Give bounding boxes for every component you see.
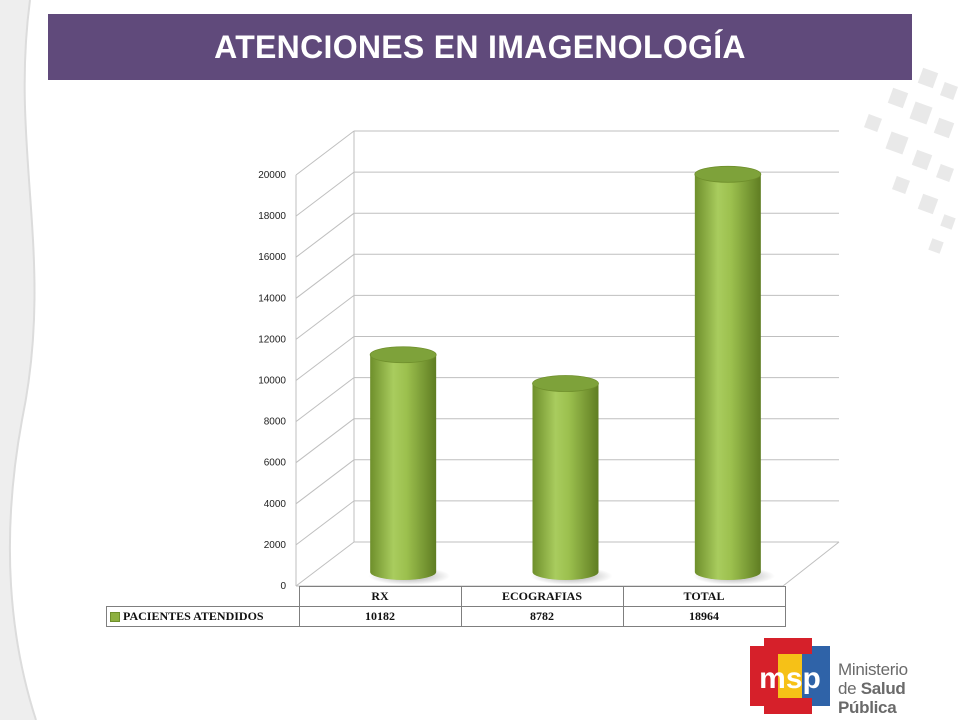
table-header-rx: RX (298, 586, 462, 607)
title-bar: ATENCIONES EN IMAGENOLOGÍA (48, 14, 912, 80)
table-corner (107, 587, 300, 607)
gridline-side (295, 253, 355, 299)
gridline-side (295, 418, 355, 464)
y-tick-label: 8000 (264, 417, 287, 428)
logo-line-2: de Salud Pública (838, 679, 950, 717)
table-value-rx: 10182 (298, 606, 462, 627)
table-row: PACIENTES ATENDIDOS 10182 8782 18964 (106, 606, 786, 627)
bar-body (694, 174, 761, 580)
slide-title: ATENCIONES EN IMAGENOLOGÍA (214, 28, 746, 65)
ministry-logo: msp Ministerio de Salud Pública (750, 638, 950, 717)
right-decorative-pattern (864, 67, 958, 254)
bar-rx (368, 346, 451, 585)
bar-ecografias (530, 375, 613, 585)
gridline-side (295, 541, 355, 587)
y-tick-label: 0 (280, 581, 286, 592)
logo-text: Ministerio de Salud Pública (838, 660, 950, 717)
bar-body (370, 354, 437, 580)
logo-line-1: Ministerio (838, 660, 908, 679)
gridline-side (295, 130, 355, 176)
bar-body (532, 383, 599, 580)
y-tick-label: 14000 (258, 293, 286, 304)
gridline-side (295, 212, 355, 258)
msp-logo-icon: msp (750, 638, 830, 714)
y-tick-label: 2000 (264, 540, 287, 551)
gridline-side (295, 336, 355, 381)
series-name: PACIENTES ATENDIDOS (123, 609, 264, 623)
left-decorative-curve (0, 0, 37, 720)
table-header-total: TOTAL (622, 586, 786, 607)
gridline-side (295, 295, 355, 340)
logo-line-2-prefix: de (838, 679, 861, 698)
bar-top (532, 375, 599, 392)
logo-line-2-bold: Salud Pública (838, 679, 906, 717)
y-tick-label: 16000 (258, 252, 286, 263)
table-series-label: PACIENTES ATENDIDOS (106, 606, 300, 627)
legend-key-icon (110, 612, 120, 623)
y-tick-label: 4000 (264, 499, 287, 510)
y-tick-label: 12000 (258, 334, 286, 345)
gridline-side (295, 500, 355, 546)
gridline-side (295, 377, 355, 422)
gridline-side (295, 459, 355, 505)
y-tick-label: 10000 (258, 376, 286, 387)
gridline-side (295, 171, 355, 217)
y-tick-label: 18000 (258, 211, 286, 222)
table-header-ecografias: ECOGRAFIAS (460, 586, 624, 607)
logo-mark-text: msp (759, 662, 821, 695)
y-tick-label: 6000 (264, 458, 287, 469)
bar-top (694, 165, 762, 183)
bar-top (369, 346, 437, 364)
chart-data-table: RX ECOGRAFIAS TOTAL PACIENTES ATENDIDOS … (106, 586, 786, 627)
table-header-row: RX ECOGRAFIAS TOTAL (107, 586, 786, 607)
y-tick-label: 20000 (258, 170, 286, 181)
table-value-total: 18964 (622, 606, 786, 627)
table-value-ecografias: 8782 (460, 606, 624, 627)
bar-total (692, 165, 775, 585)
